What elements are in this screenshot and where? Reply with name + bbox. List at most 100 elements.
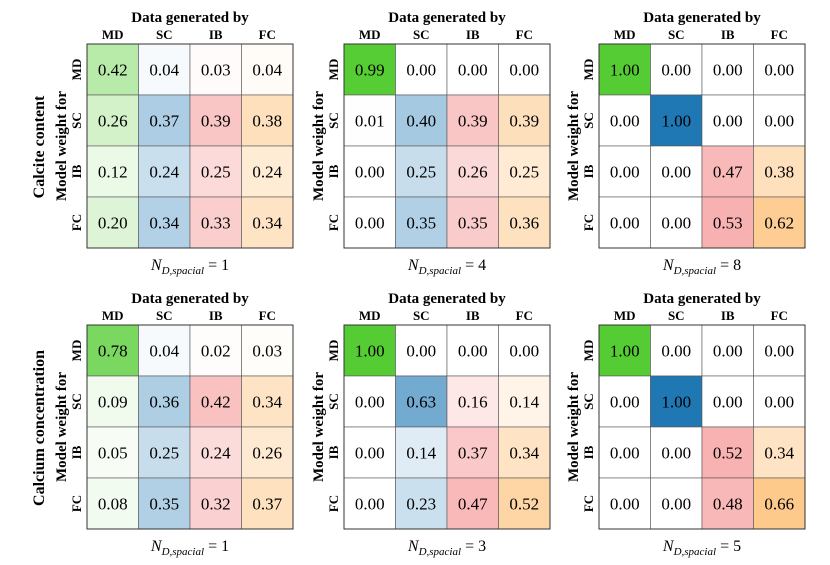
heatmap-cell xyxy=(138,375,191,428)
column-label-sc: SC xyxy=(156,27,173,42)
cell-value: 0.00 xyxy=(610,495,640,514)
cell-value: 0.39 xyxy=(201,112,231,131)
panel-frame xyxy=(598,43,806,249)
heatmap-cell xyxy=(241,426,294,479)
heatmap-cell xyxy=(189,477,242,530)
heatmap-cell xyxy=(138,43,191,96)
heatmap-cell xyxy=(753,145,806,198)
column-header: Data generated by xyxy=(388,10,506,26)
cell-value: 0.63 xyxy=(406,393,436,412)
heatmap-cell xyxy=(650,196,703,249)
heatmap-cell xyxy=(86,324,139,377)
row-label-sc: SC xyxy=(581,112,596,129)
heatmap-panel: Data generated by MD SC IB FC Model weight fo… xyxy=(54,10,294,277)
cell-value: 0.03 xyxy=(201,61,231,80)
cell-value: 0.24 xyxy=(252,163,282,182)
cell-value: 0.00 xyxy=(713,393,743,412)
cell-value: 0.00 xyxy=(764,61,794,80)
cell-value: 0.00 xyxy=(661,342,691,361)
y-axis-label: Model weight for xyxy=(311,91,327,201)
heatmap-cell xyxy=(498,375,551,428)
cell-value: 0.33 xyxy=(201,214,231,233)
cell-value: 0.34 xyxy=(764,444,794,463)
cell-value: 0.36 xyxy=(149,393,179,412)
column-header: Data generated by xyxy=(643,291,761,307)
column-label-sc: SC xyxy=(668,308,685,323)
row-label-ib: IB xyxy=(326,164,341,178)
row-label-fc: FC xyxy=(581,214,596,231)
cell-value: 0.38 xyxy=(252,112,282,131)
column-label-sc: SC xyxy=(668,27,685,42)
row-label-md: MD xyxy=(326,59,341,81)
heatmap-cell xyxy=(650,375,703,428)
heatmap-cell xyxy=(343,426,396,479)
cell-value: 0.00 xyxy=(764,112,794,131)
column-label-ib: IB xyxy=(466,27,480,42)
column-label-md: MD xyxy=(359,27,381,42)
heatmap-cell xyxy=(395,324,448,377)
heatmap-cell xyxy=(241,145,294,198)
heatmap-cell xyxy=(498,426,551,479)
cell-value: 0.00 xyxy=(509,61,539,80)
column-label-fc: FC xyxy=(259,27,276,42)
cell-value: 0.24 xyxy=(201,444,231,463)
cell-value: 0.52 xyxy=(509,495,539,514)
cell-value: 0.25 xyxy=(509,163,539,182)
heatmap-cell xyxy=(650,94,703,147)
panel-frame xyxy=(343,324,551,530)
cell-value: 0.00 xyxy=(458,61,488,80)
row-label-md: MD xyxy=(581,340,596,362)
column-label-ib: IB xyxy=(721,27,735,42)
heatmap-cell xyxy=(241,43,294,96)
cell-value: 1.00 xyxy=(610,61,640,80)
heatmap-cell xyxy=(701,43,754,96)
cell-value: 0.00 xyxy=(355,163,385,182)
heatmap-cell xyxy=(446,196,499,249)
cell-value: 0.00 xyxy=(406,342,436,361)
y-axis-label: Model weight for xyxy=(54,372,70,482)
column-label-sc: SC xyxy=(413,27,430,42)
cell-value: 0.02 xyxy=(201,342,231,361)
cell-value: 0.66 xyxy=(764,495,794,514)
heatmap-cell xyxy=(598,426,651,479)
heatmap-cell xyxy=(498,196,551,249)
heatmap-panel: Data generated by MD SC IB FC Model weight fo… xyxy=(54,291,294,558)
heatmap-cell xyxy=(343,196,396,249)
row-label-fc: FC xyxy=(69,495,84,512)
cell-value: 1.00 xyxy=(355,342,385,361)
column-label-md: MD xyxy=(359,308,381,323)
row-label-ib: IB xyxy=(581,445,596,459)
cell-value: 0.00 xyxy=(764,393,794,412)
cell-value: 0.35 xyxy=(149,495,179,514)
heatmap-cell xyxy=(446,145,499,198)
row-label-sc: SC xyxy=(69,112,84,129)
column-label-ib: IB xyxy=(209,27,223,42)
cell-value: 1.00 xyxy=(661,393,691,412)
cell-value: 0.32 xyxy=(201,495,231,514)
cell-value: 0.42 xyxy=(201,393,231,412)
cell-value: 0.25 xyxy=(149,444,179,463)
x-axis-label: ND,spacial = 5 xyxy=(662,538,741,558)
row-label-sc: SC xyxy=(326,112,341,129)
cell-value: 0.23 xyxy=(406,495,436,514)
heatmap-cell xyxy=(395,145,448,198)
heatmap-cell xyxy=(86,43,139,96)
cell-value: 0.00 xyxy=(610,163,640,182)
cell-value: 0.48 xyxy=(713,495,743,514)
row-title-calcite: Calcite content xyxy=(31,95,48,198)
cell-value: 0.00 xyxy=(406,61,436,80)
cell-value: 0.39 xyxy=(458,112,488,131)
column-label-sc: SC xyxy=(156,308,173,323)
heatmap-panel: Data generated by MD SC IB FC Model weight fo… xyxy=(566,10,806,277)
cell-value: 1.00 xyxy=(661,112,691,131)
row-label-fc: FC xyxy=(326,214,341,231)
cell-value: 0.00 xyxy=(610,112,640,131)
column-label-md: MD xyxy=(614,27,636,42)
heatmap-cell xyxy=(598,43,651,96)
cell-value: 0.47 xyxy=(458,495,488,514)
column-header: Data generated by xyxy=(131,10,249,26)
heatmap-cell xyxy=(138,426,191,479)
column-label-md: MD xyxy=(102,308,124,323)
heatmap-cell xyxy=(598,324,651,377)
heatmap-cell xyxy=(498,477,551,530)
